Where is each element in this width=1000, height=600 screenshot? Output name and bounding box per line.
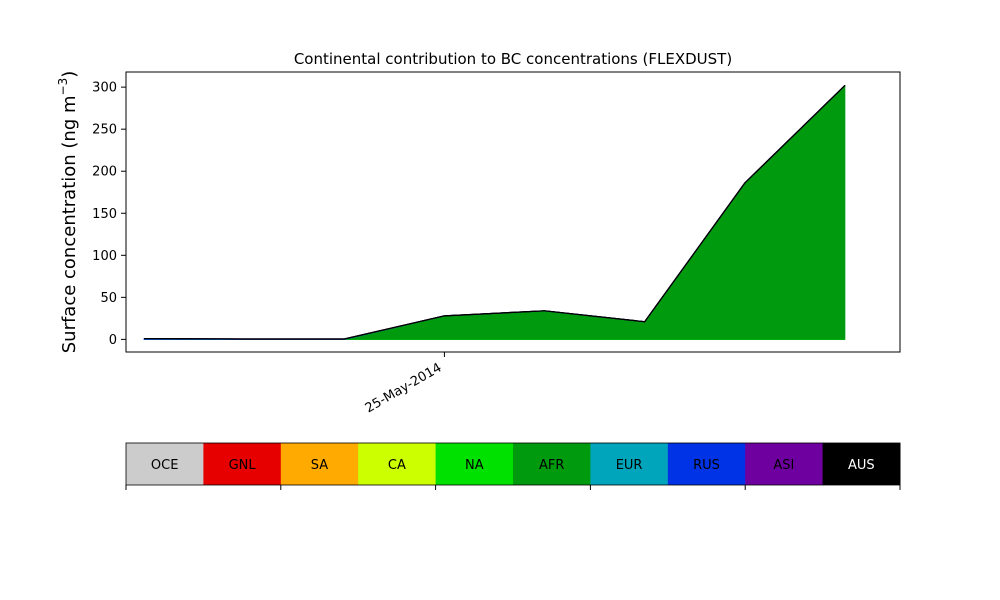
y-axis-label-text: Surface concentration (ng m <box>59 95 80 353</box>
legend-label-ca: CA <box>388 458 406 473</box>
legend-label-aus: AUS <box>848 458 875 473</box>
y-tick-label: 150 <box>92 207 117 222</box>
legend: OCE GNL SA CA NA AFR EUR RUS ASI AUS <box>125 442 901 490</box>
legend-swatch-oce <box>126 443 204 485</box>
area-series-group <box>143 84 846 340</box>
y-axis-label: Surface concentration (ng m−3) <box>56 71 80 354</box>
x-axis: 25-May-2014 <box>363 352 445 416</box>
legend-swatch-eur <box>590 443 669 485</box>
area-afr <box>144 84 846 340</box>
y-axis-label-exponent: −3 <box>56 78 70 96</box>
total-outline <box>144 85 846 340</box>
legend-swatch-afr <box>513 443 591 485</box>
y-tick-label: 300 <box>92 81 117 96</box>
legend-swatch-rus <box>667 443 746 485</box>
legend-label-eur: EUR <box>616 458 643 473</box>
legend-border <box>125 442 901 486</box>
legend-swatch-ca <box>358 443 437 485</box>
legend-swatch-asi <box>745 443 824 485</box>
legend-swatch-na <box>435 443 514 485</box>
chart-title: Continental contribution to BC concentra… <box>294 50 732 68</box>
legend-swatch-sa <box>280 443 359 485</box>
legend-label-na: NA <box>465 458 484 473</box>
plot-border <box>125 71 901 353</box>
legend-label-gnl: GNL <box>229 458 257 473</box>
legend-label-afr: AFR <box>539 458 564 473</box>
legend-swatch-gnl <box>203 443 282 485</box>
legend-label-asi: ASI <box>773 458 794 473</box>
y-axis: 0 50 100 150 200 250 300 <box>92 81 126 348</box>
y-tick-label: 100 <box>92 249 117 264</box>
y-axis-label-close: ) <box>59 71 80 78</box>
legend-label-rus: RUS <box>693 458 720 473</box>
plot-frame <box>125 71 901 353</box>
y-tick-label: 250 <box>92 123 117 138</box>
y-tick-label: 0 <box>109 333 117 348</box>
y-tick-label: 200 <box>92 165 117 180</box>
legend-label-oce: OCE <box>151 458 179 473</box>
legend-label-sa: SA <box>311 458 328 473</box>
y-tick-label: 50 <box>100 291 117 306</box>
legend-swatch-aus <box>822 443 901 485</box>
x-tick-label: 25-May-2014 <box>363 360 445 416</box>
